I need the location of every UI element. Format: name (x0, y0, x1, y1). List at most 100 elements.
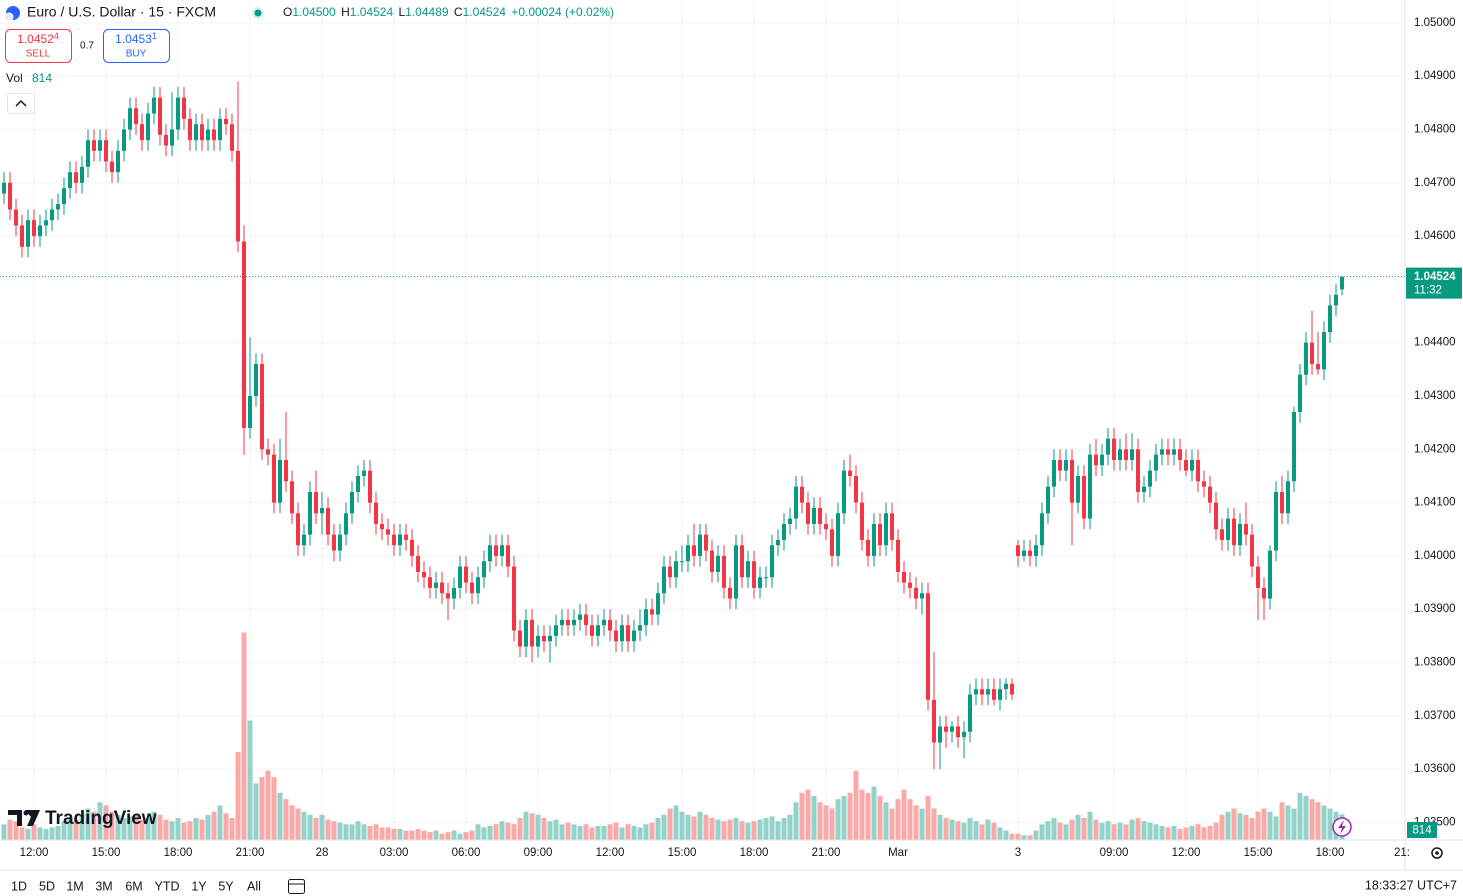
volume-bar (181, 822, 187, 840)
countdown-label: 11:32 (1414, 285, 1442, 297)
volume-bar (139, 819, 145, 840)
candle-body (272, 454, 277, 503)
candle-body (650, 609, 655, 615)
volume-bar (151, 811, 157, 840)
candle-body (1214, 502, 1218, 530)
volume-bar (1099, 822, 1105, 840)
volume-bar (85, 808, 91, 840)
y-tick-label: 1.04100 (1414, 497, 1456, 509)
candle-body (266, 449, 271, 455)
candle-body (362, 470, 367, 476)
candle-body (872, 523, 877, 556)
legend-key: O (283, 5, 292, 19)
candle-body (536, 635, 541, 647)
volume-bar (415, 829, 421, 840)
volume-bar (247, 720, 253, 840)
volume-bar (793, 802, 799, 840)
candle-body (332, 534, 337, 551)
candle-body (926, 593, 931, 700)
volume-bar (787, 814, 793, 840)
volume-bar (1225, 811, 1231, 840)
settings-button[interactable] (1431, 847, 1443, 859)
candle-body (464, 566, 469, 583)
volume-bar (997, 827, 1003, 840)
volume-bar (1267, 811, 1273, 840)
volume-bar (979, 824, 985, 840)
legend-value: 1.04524 (350, 5, 394, 19)
candle-body (710, 550, 715, 572)
candle-body (194, 124, 199, 141)
volume-bar (25, 829, 31, 840)
volume-bar (967, 818, 973, 840)
candle-body (632, 630, 637, 642)
range-button[interactable]: 5D (39, 879, 55, 893)
date-range-button[interactable] (288, 879, 305, 894)
symbol-title[interactable]: Euro / U.S. Dollar · 15 · FXCM (27, 4, 216, 20)
volume-bar (1219, 814, 1225, 840)
volume-bar (1327, 808, 1333, 840)
volume-bar (127, 816, 133, 840)
volume-bar (637, 827, 643, 840)
volume-bar (1261, 808, 1267, 840)
candle-body (1196, 459, 1200, 482)
candle-body (428, 577, 433, 588)
range-button[interactable]: 6M (125, 879, 142, 893)
candle-body (1094, 454, 1098, 466)
candle-body (782, 523, 787, 540)
range-button[interactable]: All (247, 879, 261, 893)
volume-bar (1279, 802, 1285, 840)
candle-body (38, 225, 43, 237)
candle-body (482, 561, 487, 578)
candle-body (626, 625, 631, 642)
candle-body (716, 555, 721, 572)
candle-body (182, 97, 187, 119)
volume-bar (1231, 808, 1237, 840)
range-button[interactable]: 5Y (218, 879, 234, 893)
volume-bar (211, 811, 217, 840)
candle-body (608, 619, 613, 631)
volume-bar (1147, 822, 1153, 840)
candle-body (686, 545, 691, 562)
clock[interactable]: 18:33:27 UTC+7 (1365, 878, 1457, 892)
candle-body (818, 507, 823, 524)
volume-bar (313, 818, 319, 840)
range-button[interactable]: 3M (95, 879, 112, 893)
buy-button[interactable] (103, 29, 170, 63)
candle-body (1226, 518, 1230, 540)
sell-button[interactable] (5, 29, 72, 63)
volume-bar (217, 805, 223, 840)
volume-bar (1033, 830, 1039, 840)
volume-bar (49, 827, 55, 840)
range-button[interactable]: 1Y (191, 879, 207, 893)
candle-body (980, 689, 985, 695)
x-tick-label: 03:00 (380, 847, 409, 859)
volume-bar (391, 829, 397, 840)
candle-body (764, 577, 769, 579)
candle-body (758, 577, 763, 588)
candle-body (1328, 305, 1332, 333)
candle-body (662, 566, 667, 594)
candle-body (1016, 545, 1021, 556)
candle-body (74, 172, 79, 183)
volume-bar (1093, 819, 1099, 840)
candle-body (902, 571, 907, 583)
volume-bar (343, 824, 349, 840)
candle-body (458, 566, 463, 588)
volume-bar (193, 818, 199, 840)
volume-legend-label: Vol (6, 71, 23, 85)
volume-bar (919, 808, 925, 840)
volume-bar (301, 811, 307, 840)
range-button[interactable]: YTD (155, 879, 180, 893)
volume-bar (1189, 825, 1195, 840)
volume-bar (469, 830, 475, 840)
candle-body (248, 396, 253, 428)
collapse-button[interactable] (7, 93, 35, 114)
range-button[interactable]: 1D (11, 879, 27, 893)
candle-body (308, 491, 313, 535)
range-button[interactable]: 1M (66, 879, 83, 893)
volume-bar (163, 819, 169, 840)
volume-bar (643, 824, 649, 840)
candle-body (1274, 491, 1278, 551)
candle-body (1034, 545, 1038, 556)
